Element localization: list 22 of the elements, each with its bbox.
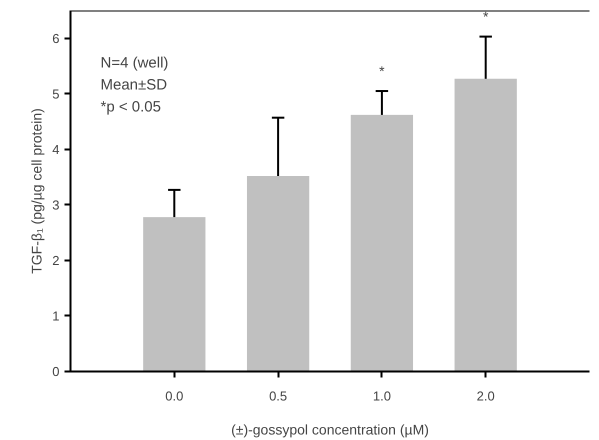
y-tick-label: 2 [52,252,60,268]
bar [246,176,310,372]
y-tick-label: 1 [52,308,60,324]
x-tick-label: 1.0 [372,388,391,404]
bar [454,78,517,372]
annotation: *p < 0.05 [100,98,161,116]
x-tick-label: 2.0 [476,388,495,404]
y-tick-label: 5 [52,86,60,102]
x-tick-label: 0.5 [269,388,288,404]
bar [143,217,206,372]
annotation: * [379,63,386,80]
annotation: N=4 (well) [100,54,168,72]
y-tick-label: 3 [52,197,60,212]
y-tick-label: 0 [52,364,60,379]
annotation: * [482,8,489,25]
y-tick-label: 6 [52,30,60,46]
bar [350,114,414,372]
x-axis-title: (±)-gossypol concentration (µM) [231,422,429,438]
y-axis-title: TGF-β₁ (pg/µg cell protein) [28,108,44,274]
x-tick-label: 0.0 [165,388,184,404]
y-tick-label: 4 [52,142,60,157]
annotation: Mean±SD [100,76,168,94]
